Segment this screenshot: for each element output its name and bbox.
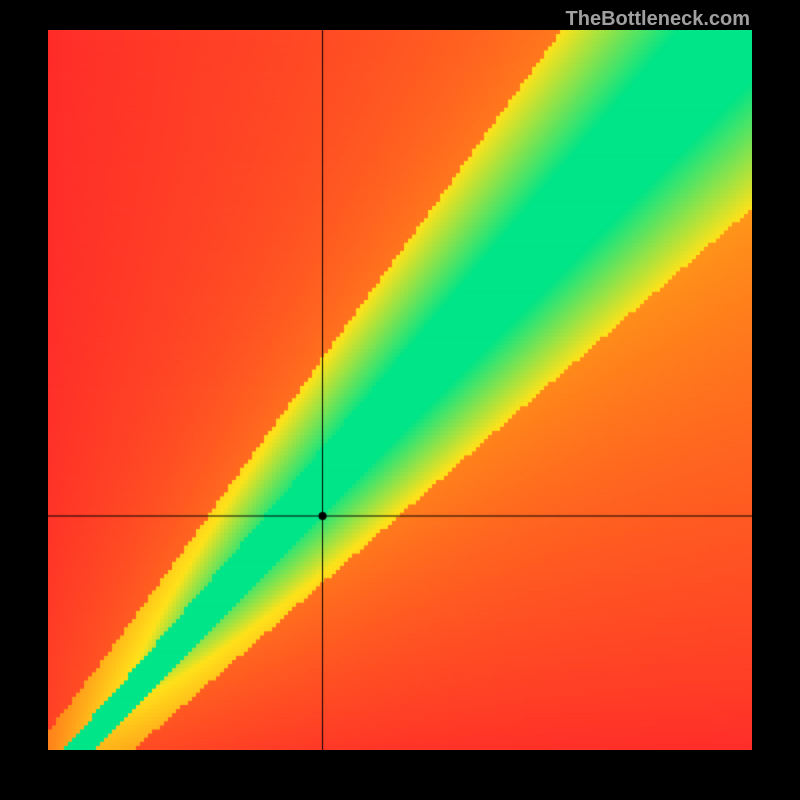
bottleneck-heatmap (48, 30, 752, 750)
heatmap-canvas (48, 30, 752, 750)
watermark-text: TheBottleneck.com (566, 8, 750, 31)
